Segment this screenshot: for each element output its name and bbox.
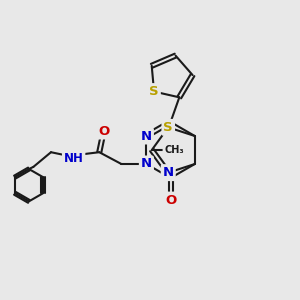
Text: N: N bbox=[163, 166, 174, 179]
Text: S: S bbox=[164, 121, 173, 134]
Text: CH₃: CH₃ bbox=[164, 145, 184, 155]
Text: N: N bbox=[141, 158, 152, 170]
Text: O: O bbox=[165, 194, 176, 207]
Text: O: O bbox=[98, 124, 109, 137]
Text: N: N bbox=[141, 130, 152, 142]
Text: S: S bbox=[149, 85, 159, 98]
Text: NH: NH bbox=[64, 152, 84, 165]
